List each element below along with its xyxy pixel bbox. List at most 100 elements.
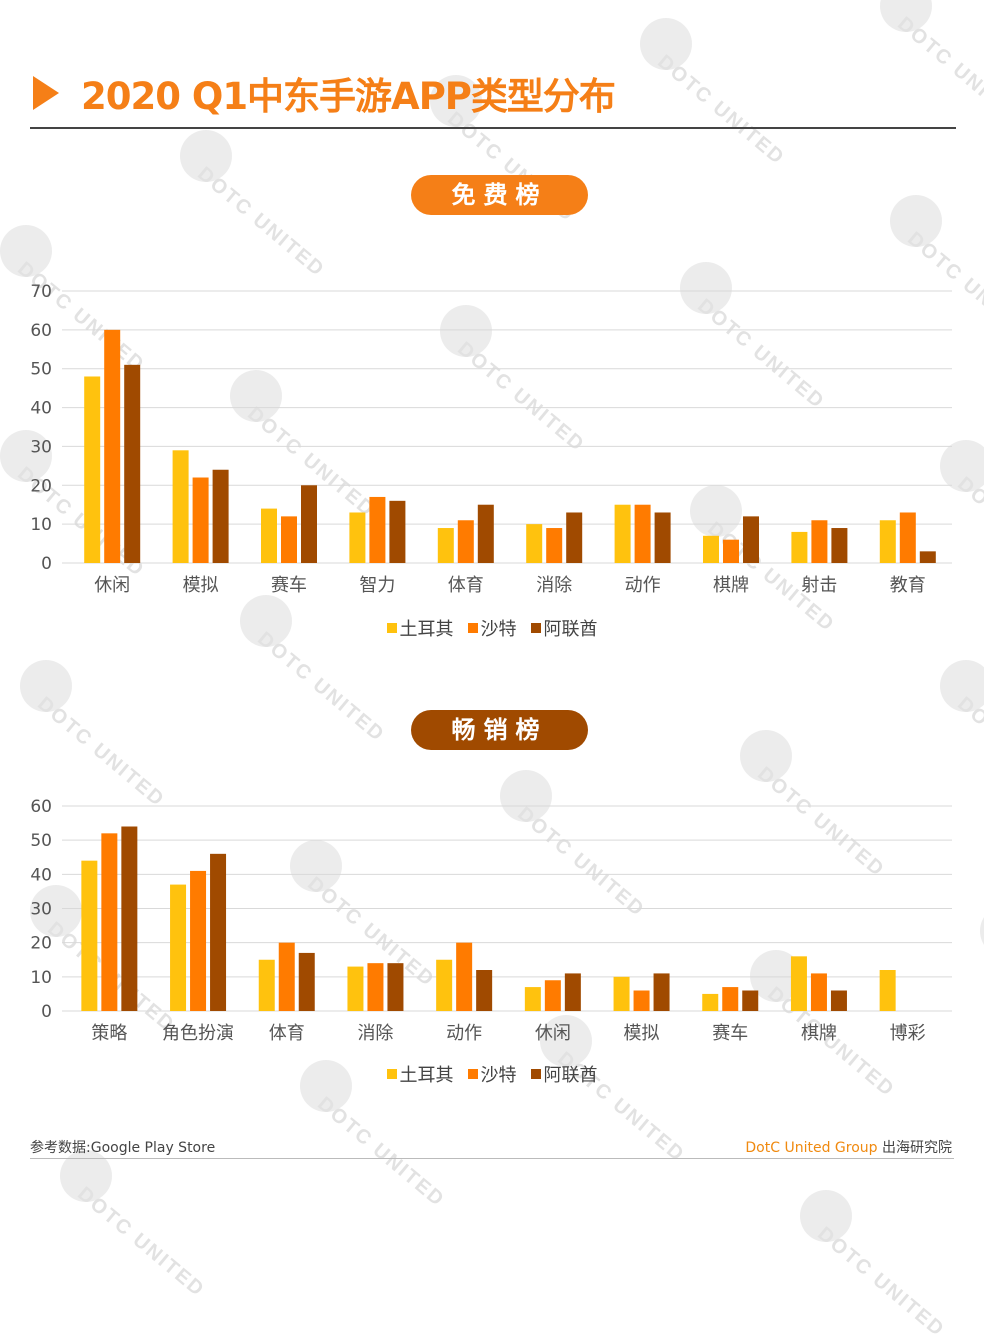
bar-土耳其: [526, 524, 543, 563]
bar-沙特: [546, 528, 563, 563]
bar-阿联酋: [653, 973, 670, 1011]
bar-土耳其: [261, 508, 277, 563]
watermark-logo-icon: [440, 305, 492, 357]
legend-item: 土耳其: [386, 1061, 454, 1087]
x-category-label: 赛车: [712, 1023, 748, 1044]
watermark-logo-icon: [180, 130, 232, 182]
free-ranking-chart: 0 10 20 30 40 50 60 70 休闲 模拟 赛车 智力 体育 消除 动作 棋牌 射击 教育: [30, 282, 952, 596]
y-tick-label: 50: [30, 831, 52, 851]
x-category-label: 消除: [536, 575, 572, 596]
watermark-text: DOTC UNITED: [73, 1182, 209, 1302]
bar-土耳其: [879, 520, 896, 563]
x-category-label: 动作: [625, 575, 661, 596]
brand-name: DotC United Group: [745, 1140, 878, 1156]
bar-阿联酋: [387, 963, 404, 1011]
watermark-logo-icon: [540, 1015, 592, 1067]
legend-swatch-icon: [386, 1069, 397, 1079]
y-tick-label: 70: [30, 282, 52, 302]
footer-credit: DotC United Group 出海研究院: [745, 1137, 952, 1157]
legend-item: 土耳其: [386, 615, 454, 641]
bar-沙特: [104, 329, 121, 563]
watermark-logo-icon: [940, 660, 984, 712]
x-category-label: 体育: [269, 1023, 305, 1044]
watermark-text: DOTC UNITED: [313, 1092, 449, 1212]
x-category-label: 棋牌: [801, 1023, 837, 1044]
bar-土耳其: [437, 528, 454, 563]
legend-item: 沙特: [467, 1061, 517, 1087]
bar-沙特: [369, 496, 386, 563]
legend-item: 阿联酋: [530, 1061, 598, 1087]
y-tick-label: 30: [30, 437, 52, 457]
page-header: 2020 Q1中东手游APP类型分布: [30, 66, 616, 120]
bar-阿联酋: [476, 970, 493, 1011]
watermark-text: DOTC UNITED: [893, 12, 984, 132]
legend-swatch-icon: [467, 623, 478, 633]
free-chart-legend: 土耳其 沙特 阿联酋: [0, 615, 984, 641]
legend-label: 土耳其: [399, 619, 454, 640]
y-tick-label: 20: [30, 476, 52, 496]
x-category-label: 策略: [91, 1023, 127, 1044]
x-category-label: 体育: [448, 575, 484, 596]
bar-阿联酋: [830, 990, 847, 1011]
bar-阿联酋: [124, 364, 141, 563]
bar-阿联酋: [654, 512, 671, 563]
watermark-logo-icon: [680, 262, 732, 314]
page-title: 2020 Q1中东手游APP类型分布: [81, 75, 616, 118]
bar-沙特: [811, 520, 828, 563]
free-chart-pill: 免费榜: [411, 175, 588, 215]
y-tick-label: 50: [30, 360, 52, 380]
y-tick-label: 20: [30, 934, 52, 954]
legend-label: 沙特: [480, 1065, 517, 1086]
x-category-label: 休闲: [94, 575, 130, 596]
watermark-logo-icon: [290, 840, 342, 892]
bar-沙特: [810, 973, 827, 1011]
bar-沙特: [278, 942, 295, 1011]
x-category-label: 休闲: [535, 1023, 571, 1044]
bar-沙特: [190, 870, 207, 1011]
legend-label: 阿联酋: [543, 619, 598, 640]
bar-沙特: [722, 987, 739, 1011]
watermark-logo-icon: [940, 440, 984, 492]
watermark-logo-icon: [740, 730, 792, 782]
watermark-logo-icon: [230, 370, 282, 422]
watermark-logo-icon: [240, 595, 292, 647]
y-tick-label: 30: [30, 900, 52, 920]
bar-土耳其: [524, 987, 541, 1011]
legend-label: 土耳其: [399, 1065, 454, 1086]
x-category-label: 博彩: [890, 1023, 926, 1044]
grossing-chart-legend: 土耳其 沙特 阿联酋: [0, 1061, 984, 1087]
footer-divider: [30, 1158, 954, 1159]
bar-阿联酋: [477, 504, 494, 563]
watermark-logo-icon: [0, 430, 52, 482]
legend-label: 沙特: [480, 619, 517, 640]
x-category-label: 模拟: [624, 1023, 660, 1044]
watermark-logo-icon: [890, 195, 942, 247]
watermark-logo-icon: [300, 1060, 352, 1112]
bar-沙特: [367, 963, 384, 1011]
legend-item: 沙特: [467, 615, 517, 641]
bar-土耳其: [172, 450, 189, 563]
watermark-logo-icon: [690, 485, 742, 537]
bar-沙特: [634, 504, 651, 563]
x-category-label: 角色扮演: [162, 1023, 234, 1044]
watermark-text: DOTC UNITED: [653, 50, 789, 170]
bar-土耳其: [436, 959, 453, 1011]
x-category-label: 赛车: [271, 575, 307, 596]
legend-swatch-icon: [530, 623, 541, 633]
y-tick-label: 60: [30, 797, 52, 817]
bar-阿联酋: [389, 500, 406, 563]
watermark-logo-icon: [20, 660, 72, 712]
grossing-chart-pill: 畅销榜: [411, 710, 588, 750]
legend-swatch-icon: [467, 1069, 478, 1079]
grossing-ranking-chart: 0 10 20 30 40 50 60 策略 角色扮演 体育 消除 动作 休闲 模拟 赛车 棋牌 博彩: [30, 797, 952, 1044]
bar-阿联酋: [121, 826, 138, 1011]
bar-土耳其: [791, 531, 808, 563]
watermark-logo-icon: [0, 225, 52, 277]
x-category-label: 消除: [357, 1023, 393, 1044]
x-category-label: 智力: [359, 575, 395, 596]
bar-土耳其: [349, 512, 366, 563]
bar-阿联酋: [212, 469, 229, 563]
legend-swatch-icon: [530, 1069, 541, 1079]
x-category-label: 棋牌: [713, 575, 749, 596]
bar-土耳其: [702, 993, 719, 1011]
